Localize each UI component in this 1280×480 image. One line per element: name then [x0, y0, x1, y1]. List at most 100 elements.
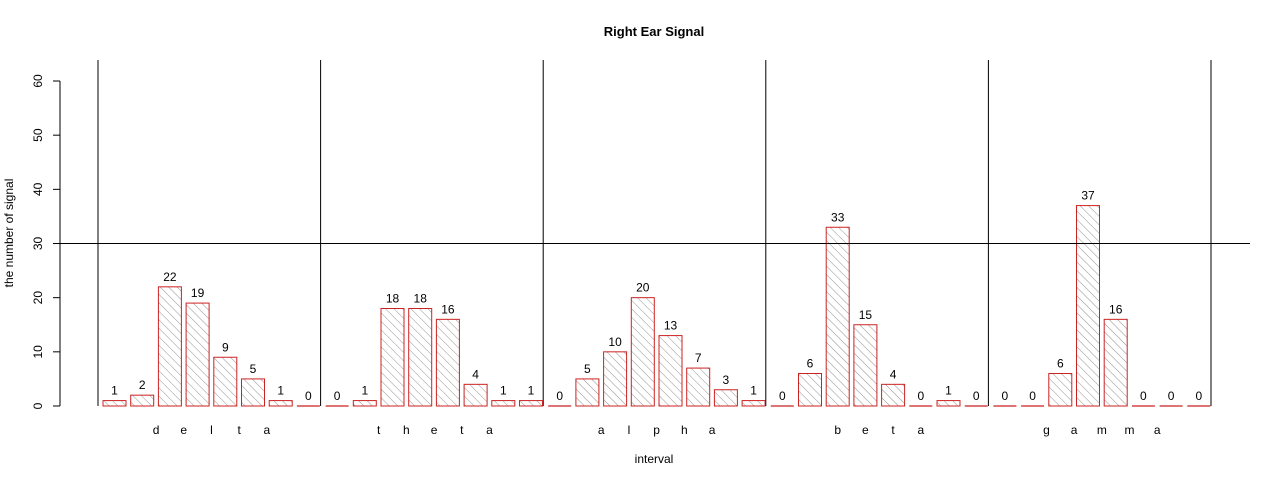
data-label-gamma-2: 0 — [1029, 389, 1036, 403]
data-label-alpha-6: 7 — [695, 351, 702, 365]
data-label-alpha-5: 13 — [664, 319, 678, 333]
data-label-delta-4: 19 — [191, 286, 205, 300]
y-axis-label: the number of signal — [2, 179, 16, 288]
data-label-theta-1: 0 — [334, 389, 341, 403]
bar-gamma-5 — [1103, 318, 1128, 407]
data-label-beta-7: 1 — [945, 384, 952, 398]
group-letter-alpha-4: h — [681, 423, 688, 437]
data-label-theta-5: 16 — [441, 302, 455, 316]
group-letter-beta-2: e — [862, 423, 869, 437]
group-letter-gamma-2: a — [1071, 423, 1078, 437]
data-label-alpha-3: 10 — [608, 335, 622, 349]
group-letter-beta-4: a — [917, 423, 924, 437]
data-label-gamma-7: 0 — [1168, 389, 1175, 403]
group-letter-gamma-5: a — [1154, 423, 1161, 437]
y-tick-label: 10 — [31, 345, 45, 359]
data-label-alpha-4: 20 — [636, 281, 650, 295]
group-letter-delta-1: d — [153, 423, 160, 437]
y-tick-label: 50 — [31, 128, 45, 142]
chart-title: Right Ear Signal — [604, 24, 704, 39]
data-label-alpha-1: 0 — [556, 389, 563, 403]
bars — [102, 205, 1211, 407]
group-letter-alpha-3: p — [653, 423, 660, 437]
bar-alpha-2 — [575, 378, 600, 407]
bar-beta-3 — [825, 226, 850, 407]
group-letter-theta-2: h — [403, 423, 410, 437]
data-label-gamma-1: 0 — [1002, 389, 1009, 403]
data-label-gamma-6: 0 — [1140, 389, 1147, 403]
group-separators — [97, 60, 1212, 406]
data-label-delta-8: 0 — [305, 389, 312, 403]
bar-theta-8 — [519, 400, 543, 407]
group-letter-gamma-1: g — [1043, 423, 1050, 437]
data-label-gamma-8: 0 — [1195, 389, 1202, 403]
bar-delta-1 — [102, 400, 127, 407]
group-letter-beta-3: t — [891, 423, 895, 437]
data-label-beta-5: 4 — [890, 367, 897, 381]
group-letter-theta-5: a — [486, 423, 493, 437]
y-tick-label: 40 — [31, 182, 45, 196]
group-letter-alpha-2: l — [628, 423, 631, 437]
group-letter-theta-1: t — [377, 423, 381, 437]
y-tick-label: 20 — [31, 291, 45, 305]
bar-theta-5 — [435, 318, 460, 407]
bar-delta-3 — [157, 286, 182, 407]
bar-alpha-8 — [741, 400, 766, 407]
group-letter-delta-3: l — [210, 423, 213, 437]
data-label-delta-6: 5 — [250, 362, 257, 376]
data-label-theta-2: 1 — [361, 384, 368, 398]
group-letter-delta-2: e — [180, 423, 187, 437]
bar-theta-6 — [463, 383, 488, 407]
bar-gamma-3 — [1048, 373, 1073, 407]
bar-delta-7 — [268, 400, 293, 407]
group-letter-delta-5: a — [264, 423, 271, 437]
data-label-alpha-8: 1 — [750, 384, 757, 398]
y-tick-label: 30 — [31, 237, 45, 251]
data-label-gamma-5: 16 — [1109, 302, 1123, 316]
group-letter-gamma-4: m — [1125, 423, 1135, 437]
bar-delta-2 — [130, 394, 155, 407]
bar-beta-5 — [881, 383, 906, 407]
group-letter-alpha-1: a — [598, 423, 605, 437]
data-label-theta-4: 18 — [414, 292, 428, 306]
data-label-beta-1: 0 — [779, 389, 786, 403]
bar-delta-4 — [185, 302, 210, 407]
bar-beta-4 — [853, 324, 878, 407]
bar-alpha-4 — [630, 297, 655, 407]
group-letter-delta-4: t — [237, 423, 241, 437]
group-letter-gamma-3: m — [1097, 423, 1107, 437]
data-label-theta-6: 4 — [472, 367, 479, 381]
data-label-theta-3: 18 — [386, 292, 400, 306]
data-label-theta-7: 1 — [500, 384, 507, 398]
bar-theta-2 — [352, 400, 377, 407]
data-label-alpha-7: 3 — [723, 373, 730, 387]
bar-gamma-4 — [1076, 205, 1100, 407]
data-label-delta-3: 22 — [163, 270, 177, 284]
bar-alpha-3 — [603, 351, 628, 407]
bar-beta-2 — [798, 373, 822, 407]
data-label-beta-4: 15 — [859, 308, 873, 322]
group-letter-alpha-5: a — [709, 423, 716, 437]
x-axis-label: interval — [635, 452, 674, 466]
data-label-delta-1: 1 — [111, 384, 118, 398]
data-label-beta-2: 6 — [807, 357, 814, 371]
y-axis: 0 10 20 30 40 50 60 — [31, 74, 61, 409]
bar-alpha-7 — [713, 389, 738, 407]
data-label-beta-8: 0 — [973, 389, 980, 403]
data-label-gamma-4: 37 — [1081, 189, 1095, 203]
bar-theta-4 — [408, 308, 433, 407]
bar-theta-7 — [491, 400, 516, 407]
group-letter-theta-4: t — [460, 423, 464, 437]
y-tick-label: 60 — [31, 74, 45, 88]
data-label-alpha-2: 5 — [584, 362, 591, 376]
data-label-gamma-3: 6 — [1057, 357, 1064, 371]
bar-alpha-5 — [658, 335, 683, 407]
data-label-delta-7: 1 — [277, 384, 284, 398]
group-letter-beta-1: b — [834, 423, 841, 437]
data-label-delta-5: 9 — [222, 340, 229, 354]
bar-alpha-6 — [686, 367, 711, 407]
data-label-beta-3: 33 — [831, 210, 845, 224]
data-label-theta-8: 1 — [528, 384, 535, 398]
